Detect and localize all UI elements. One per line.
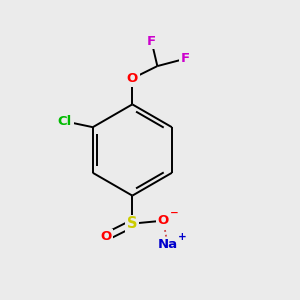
Text: S: S [127, 216, 138, 231]
Text: O: O [158, 214, 169, 227]
Text: +: + [177, 232, 186, 242]
Text: Cl: Cl [58, 115, 72, 128]
Text: F: F [147, 34, 156, 48]
Text: Na: Na [158, 238, 178, 251]
Text: O: O [127, 72, 138, 85]
Text: −: − [170, 207, 179, 218]
Text: F: F [181, 52, 190, 65]
Text: O: O [100, 230, 112, 243]
